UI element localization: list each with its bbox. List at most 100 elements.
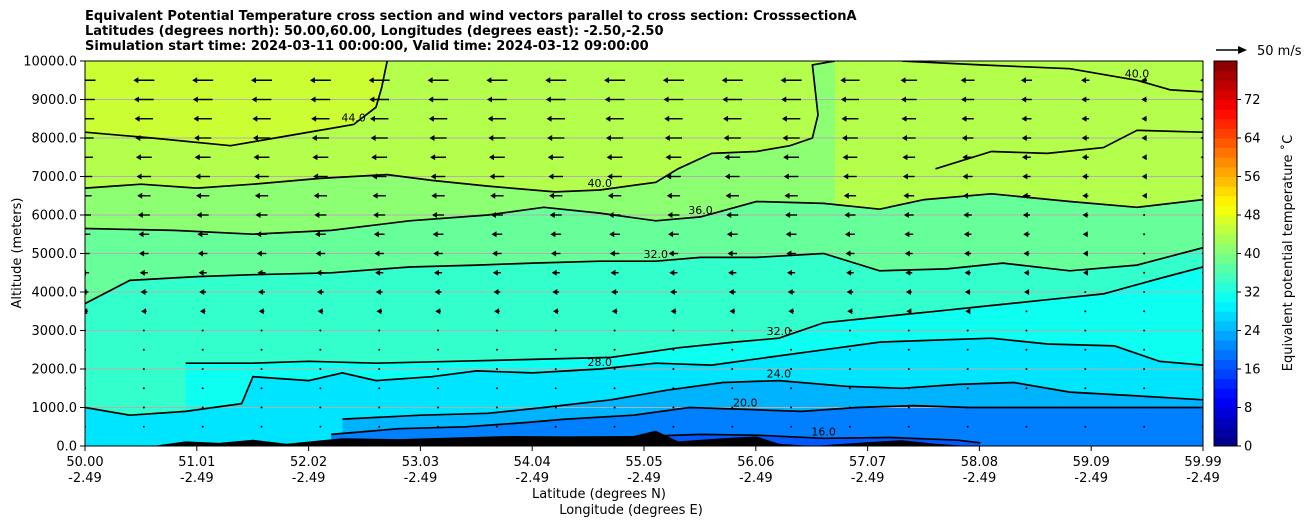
wind-vector-head — [369, 96, 375, 103]
wind-vector — [723, 135, 741, 141]
wind-vector — [667, 212, 680, 218]
wind-vector — [1200, 136, 1203, 140]
wind-vector — [787, 269, 796, 276]
wind-vector — [192, 77, 214, 84]
wind-vector — [726, 231, 738, 238]
wind-vector — [964, 269, 971, 276]
colorbar-tick-label: 56 — [1244, 170, 1261, 185]
wind-vector — [1143, 348, 1146, 351]
wind-vector-head — [787, 269, 793, 276]
wind-vector — [784, 192, 798, 199]
wind-vector — [962, 173, 973, 180]
wind-vector-head — [136, 173, 142, 180]
wind-vector — [840, 77, 860, 84]
wind-vector-head — [726, 231, 732, 238]
wind-vector-head — [1023, 231, 1029, 238]
wind-vector — [963, 212, 972, 218]
wind-vector — [666, 192, 681, 199]
wind-vector — [668, 250, 679, 257]
wind-vector — [311, 115, 330, 122]
wind-vector — [201, 348, 204, 351]
colorbar-step — [1214, 118, 1237, 129]
y-tick-label: 1000.0 — [32, 401, 78, 416]
wind-vector-head — [1141, 154, 1147, 161]
wind-vector-head — [1083, 269, 1089, 276]
wind-vector — [1081, 115, 1090, 122]
wind-vector — [965, 308, 971, 315]
wind-vector-head — [781, 115, 787, 122]
wind-vector-head — [961, 135, 967, 141]
wind-vector — [903, 212, 914, 218]
wind-vector-head — [845, 250, 851, 257]
colorbar-step — [1214, 301, 1237, 312]
wind-vector-head — [783, 173, 789, 180]
wind-vector — [488, 135, 506, 141]
wind-vector — [1200, 78, 1203, 82]
wind-vector — [427, 77, 449, 84]
contour-line — [331, 404, 1203, 436]
wind-vector — [1025, 310, 1028, 313]
wind-vector — [486, 77, 508, 84]
y-tick-label: 5000.0 — [32, 247, 78, 262]
wind-vector-head — [905, 289, 911, 295]
wind-vector — [201, 387, 204, 390]
wind-vector-head — [255, 212, 261, 218]
wind-vector — [782, 135, 800, 141]
wind-vector — [672, 368, 675, 370]
wind-vector — [378, 329, 381, 332]
wind-vector-head — [788, 308, 794, 315]
wind-vector — [672, 329, 675, 332]
y-tick-label: 4000.0 — [32, 286, 78, 301]
wind-vector-head — [611, 308, 617, 315]
wind-vector — [665, 154, 682, 161]
colorbar-step — [1214, 70, 1237, 81]
wind-vector — [907, 329, 910, 332]
colorbar-step — [1214, 205, 1237, 216]
wind-vector-head — [842, 154, 848, 161]
wind-vector — [613, 406, 616, 409]
colorbar-tick-label: 24 — [1244, 324, 1261, 339]
wind-vector-head — [901, 115, 907, 122]
wind-vector-head — [664, 115, 670, 122]
wind-vector — [428, 96, 448, 103]
wind-vector-head — [368, 77, 374, 84]
wind-vector-head — [369, 115, 375, 122]
colorbar-tick-label: 16 — [1244, 363, 1261, 378]
wind-vectors — [85, 77, 1203, 428]
wind-vector — [378, 387, 381, 390]
wind-vector-head — [311, 115, 317, 122]
wind-vector — [1084, 329, 1087, 332]
wind-vector-head — [432, 212, 438, 218]
wind-vector — [901, 135, 916, 141]
wind-vector — [193, 115, 212, 122]
wind-vector-head — [373, 231, 379, 238]
wind-vector-head — [545, 77, 551, 84]
wind-vector-head — [607, 192, 613, 199]
wind-vector-head — [373, 212, 379, 218]
wind-vector — [790, 348, 793, 351]
wind-vector — [430, 173, 446, 180]
x-tick-label-longitude: -2.49 — [739, 471, 773, 486]
wind-vector-head — [316, 289, 322, 295]
wind-vector — [197, 250, 208, 257]
wind-vector-head — [258, 289, 264, 295]
wind-vector-head — [666, 173, 672, 180]
wind-vector — [964, 289, 971, 295]
wind-vector — [731, 329, 734, 332]
wind-vector — [1021, 135, 1032, 141]
wind-vector-head — [782, 135, 788, 141]
wind-vector — [85, 118, 95, 120]
wind-vector — [142, 406, 145, 409]
wind-vector — [672, 425, 675, 428]
colorbar-step — [1214, 417, 1237, 428]
x-tick-label-longitude: -2.49 — [627, 471, 661, 486]
wind-vector-head — [314, 212, 320, 218]
contour-label: 40.0 — [588, 177, 613, 190]
colorbar-step — [1214, 407, 1237, 418]
wind-vector — [1200, 97, 1203, 102]
wind-vector — [85, 233, 91, 235]
y-tick-label: 9000.0 — [32, 93, 78, 108]
wind-vector-head — [309, 77, 315, 84]
chart-title: Equivalent Potential Temperature cross s… — [85, 9, 857, 54]
